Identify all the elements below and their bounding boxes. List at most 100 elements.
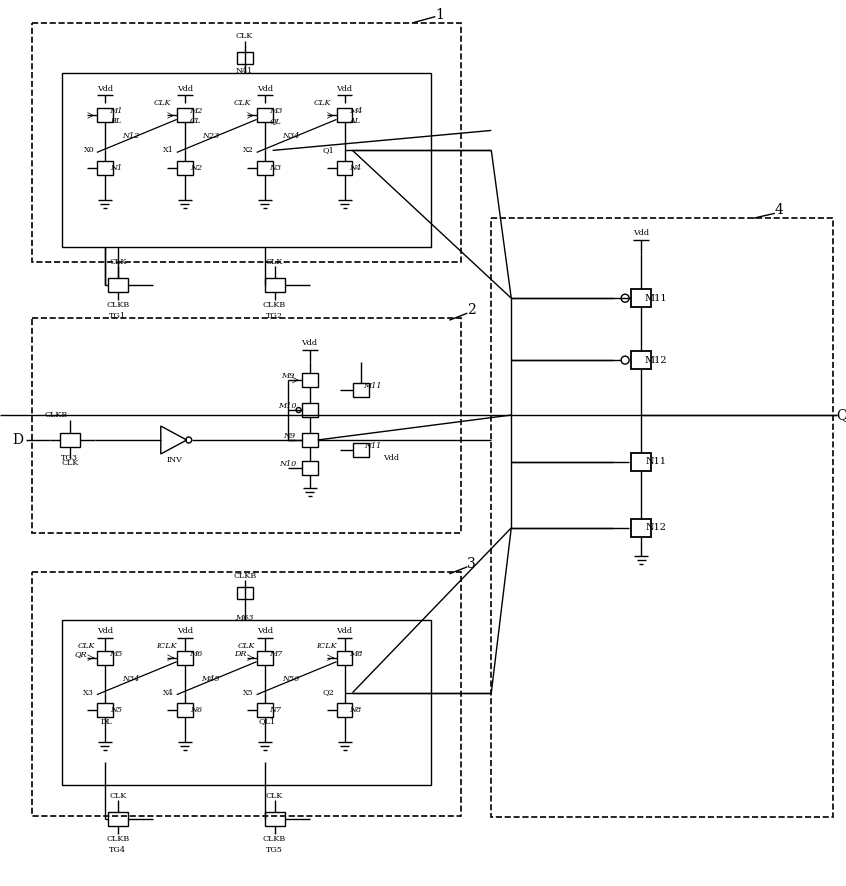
Bar [631, 289, 651, 307]
Text: CLK: CLK [236, 32, 253, 40]
Text: M11: M11 [645, 293, 667, 303]
Text: INV: INV [167, 456, 183, 464]
Text: N41: N41 [236, 66, 253, 74]
Text: M10: M10 [278, 402, 297, 410]
Bar [177, 650, 193, 664]
Bar [337, 650, 353, 664]
Text: CLK: CLK [61, 459, 79, 467]
Text: CL: CL [190, 118, 201, 126]
Bar [256, 703, 272, 717]
Text: Vdd: Vdd [633, 229, 649, 237]
Text: CLKB: CLKB [107, 301, 129, 309]
Text: CLK: CLK [238, 641, 255, 649]
Text: 4: 4 [774, 203, 783, 217]
Bar [96, 108, 113, 122]
Text: Q2: Q2 [322, 688, 334, 696]
Text: M2: M2 [189, 107, 202, 115]
Text: X5: X5 [244, 688, 254, 696]
Text: CLK: CLK [109, 792, 127, 800]
Text: M45: M45 [201, 674, 220, 683]
Text: X1: X1 [163, 146, 174, 154]
Text: Q: Q [836, 408, 846, 422]
Text: D: D [13, 433, 24, 447]
Text: X4: X4 [163, 688, 174, 696]
Text: TG1: TG1 [109, 312, 126, 320]
Text: 2: 2 [467, 303, 475, 317]
Text: N7: N7 [270, 705, 282, 713]
Text: M6: M6 [189, 649, 202, 657]
Text: X3: X3 [84, 688, 94, 696]
Text: M8: M8 [349, 649, 362, 657]
Text: TG3: TG3 [62, 454, 79, 462]
Text: Vdd: Vdd [177, 626, 193, 634]
Text: N12: N12 [122, 132, 140, 141]
Text: Q1: Q1 [322, 146, 334, 154]
Text: N11: N11 [645, 457, 667, 466]
Text: Vdd: Vdd [301, 339, 317, 347]
Text: ICLK: ICLK [157, 641, 177, 649]
Text: BL: BL [110, 118, 122, 126]
Text: Vdd: Vdd [96, 626, 113, 634]
Text: CLK: CLK [266, 792, 283, 800]
Text: N3: N3 [270, 165, 282, 173]
Bar [60, 433, 80, 447]
Bar [354, 383, 370, 397]
Bar [32, 571, 461, 817]
Text: CLKB: CLKB [263, 835, 286, 843]
Text: N6: N6 [190, 705, 202, 713]
Text: TG2: TG2 [266, 312, 283, 320]
Text: M4: M4 [349, 107, 362, 115]
Bar [62, 619, 431, 784]
Bar [32, 23, 461, 262]
Text: ICLK: ICLK [316, 641, 337, 649]
Text: Vdd: Vdd [177, 84, 193, 92]
Bar [256, 108, 272, 122]
Text: CLK: CLK [233, 99, 251, 107]
Bar [337, 161, 353, 175]
Text: X2: X2 [243, 146, 254, 154]
Text: N4: N4 [349, 165, 361, 173]
Text: CLKB: CLKB [233, 571, 256, 579]
Bar [256, 650, 272, 664]
Bar [237, 587, 253, 599]
Bar [337, 108, 353, 122]
Text: M63: M63 [235, 614, 254, 622]
Bar [265, 812, 284, 827]
Text: N23: N23 [202, 132, 219, 141]
Text: N12: N12 [645, 524, 667, 532]
Bar [177, 161, 193, 175]
Text: DL: DL [101, 718, 113, 726]
Text: N34: N34 [282, 132, 299, 141]
Text: N2: N2 [190, 165, 202, 173]
Text: M12: M12 [645, 355, 667, 365]
Text: TG4: TG4 [109, 846, 126, 854]
Text: X0: X0 [84, 146, 94, 154]
Text: N1: N1 [110, 165, 122, 173]
Text: N9: N9 [283, 432, 295, 440]
Text: QR: QR [74, 649, 87, 657]
Text: 1: 1 [435, 8, 444, 21]
Bar [32, 318, 461, 532]
Text: CLK: CLK [314, 99, 332, 107]
Bar [631, 519, 651, 537]
Text: Vdd: Vdd [337, 84, 353, 92]
Bar [177, 108, 193, 122]
Bar [96, 703, 113, 717]
Bar [354, 443, 370, 457]
Bar [492, 218, 832, 818]
Bar [631, 453, 651, 471]
Text: N56: N56 [282, 674, 299, 683]
Text: QL: QL [270, 118, 282, 126]
Text: CLKB: CLKB [107, 835, 129, 843]
Text: QL1: QL1 [258, 718, 275, 726]
Text: Vdd: Vdd [256, 84, 272, 92]
Bar [301, 433, 317, 447]
Text: N11: N11 [364, 442, 381, 450]
Text: N34: N34 [122, 674, 140, 683]
Text: Vdd: Vdd [96, 84, 113, 92]
Bar [337, 703, 353, 717]
Text: M3: M3 [269, 107, 283, 115]
Text: CLKB: CLKB [263, 301, 286, 309]
Text: M11: M11 [363, 382, 382, 390]
Text: CLK: CLK [78, 641, 96, 649]
